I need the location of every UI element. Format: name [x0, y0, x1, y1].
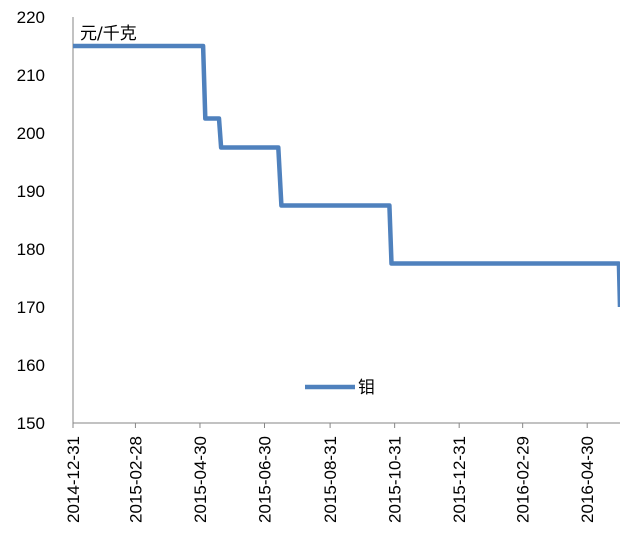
y-tick-label: 200	[17, 124, 45, 143]
x-tick-label: 2015-12-31	[450, 436, 469, 523]
y-tick-label: 150	[17, 414, 45, 433]
y-tick-label: 190	[17, 182, 45, 201]
y-tick-label: 180	[17, 240, 45, 259]
y-axis-ticks: 150 160 170 180 190 200 210 220	[17, 8, 45, 433]
legend-label-molybdenum: 钼	[358, 378, 375, 398]
x-tick-label: 2015-08-31	[321, 436, 340, 523]
x-axis-ticks: 2014-12-31 2015-02-28 2015-04-30 2015-06-30…	[64, 423, 597, 523]
x-tick-label: 2015-02-28	[126, 436, 145, 523]
series-group	[73, 43, 620, 308]
x-tick-label: 2015-10-31	[386, 436, 405, 523]
legend: 钼	[305, 378, 375, 398]
y-tick-label: 160	[17, 356, 45, 375]
y-tick-label: 210	[17, 66, 45, 85]
y-axis-unit-label: 元/千克	[80, 24, 137, 44]
x-tick-label: 2015-04-30	[191, 436, 210, 523]
x-tick-label: 2016-04-30	[578, 436, 597, 523]
x-tick-label: 2015-06-30	[256, 436, 275, 523]
y-tick-label: 220	[17, 8, 45, 27]
series-line-molybdenum	[73, 43, 620, 308]
y-tick-label: 170	[17, 298, 45, 317]
x-tick-label: 2016-02-29	[514, 436, 533, 523]
x-tick-label: 2014-12-31	[64, 436, 83, 523]
axes	[72, 17, 620, 424]
